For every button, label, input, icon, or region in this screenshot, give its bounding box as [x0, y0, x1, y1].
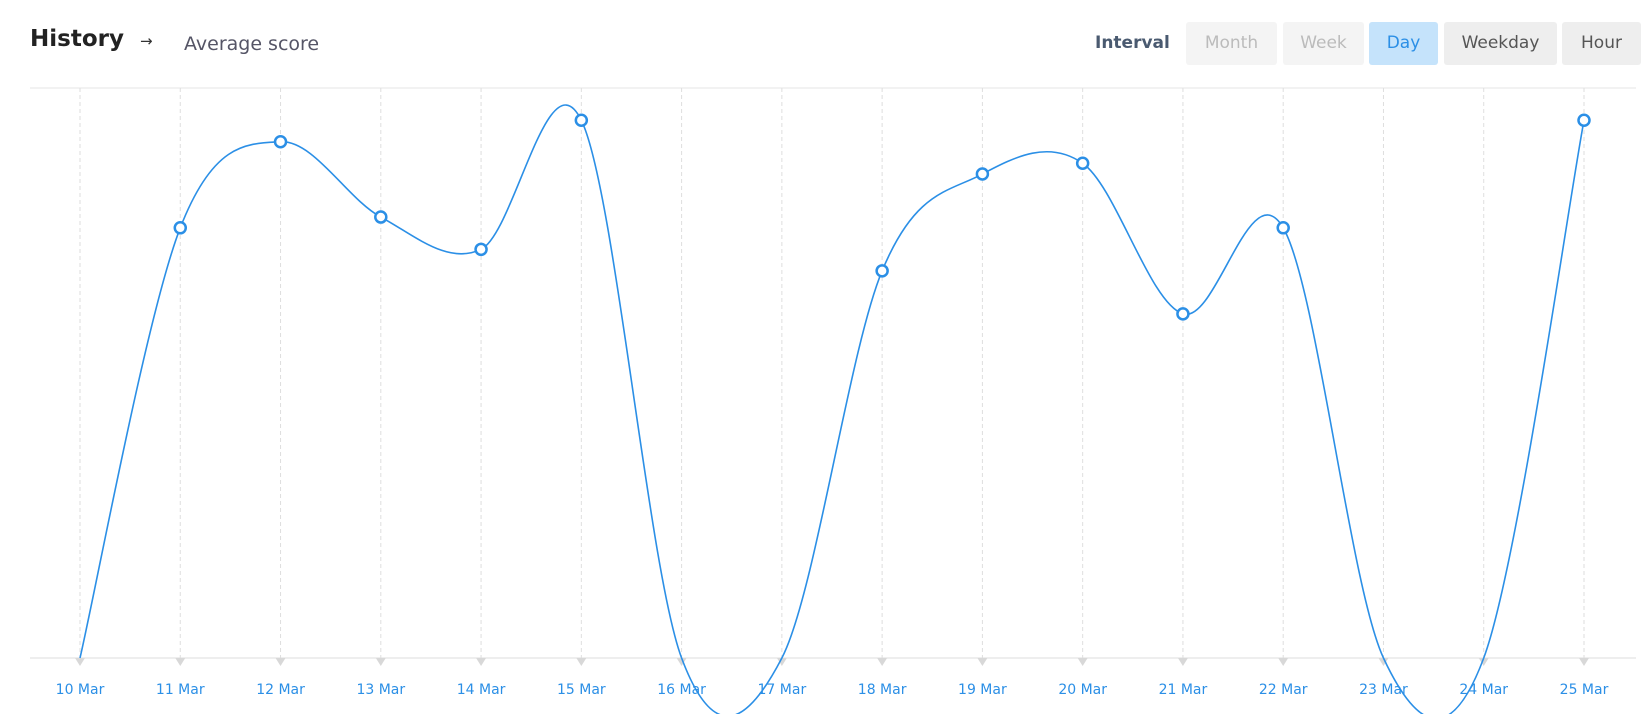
point	[173, 221, 188, 235]
subtitle: Average score	[184, 33, 320, 55]
tick-mark	[877, 658, 888, 666]
point	[1577, 113, 1591, 128]
interval-button[interactable]: Weekday	[1444, 22, 1557, 65]
x-tick-label: 11 Mar	[156, 682, 205, 698]
point	[1276, 221, 1290, 235]
x-tick-label: 25 Mar	[1560, 682, 1609, 698]
x-tick-label: 14 Mar	[457, 682, 506, 698]
tick-mark	[75, 658, 85, 666]
point	[1075, 156, 1090, 171]
x-tick-label: 18 Mar	[858, 682, 907, 698]
x-tick-label: 17 Mar	[758, 682, 807, 698]
point	[374, 210, 388, 224]
tick-mark	[275, 658, 286, 666]
x-tick-label: 12 Mar	[256, 682, 305, 698]
point	[1176, 307, 1190, 321]
tick-mark	[175, 658, 186, 666]
tick-mark	[476, 658, 487, 666]
x-tick-label: 15 Mar	[557, 682, 606, 698]
point	[875, 264, 889, 278]
tick-mark	[1378, 658, 1389, 666]
line	[79, 104, 1585, 714]
x-tick-label: 19 Mar	[958, 682, 1007, 698]
tick-mark	[977, 658, 988, 666]
interval-button: Month	[1186, 22, 1277, 65]
x-tick-label: 13 Mar	[356, 682, 405, 698]
tick-mark	[1478, 658, 1489, 666]
tick-mark	[1278, 658, 1289, 666]
tick-mark	[776, 658, 787, 666]
interval-button[interactable]: Day	[1369, 22, 1438, 65]
tick-mark	[676, 658, 687, 666]
point	[273, 135, 288, 149]
tick-mark	[375, 658, 386, 666]
x-tick-label: 10 Mar	[56, 682, 105, 698]
interval-button: Week	[1283, 22, 1364, 65]
tick-mark	[576, 658, 587, 666]
point	[474, 242, 488, 257]
title: History	[30, 26, 124, 52]
tick-mark	[1579, 658, 1589, 666]
arrow: →	[140, 32, 153, 50]
x-tick-label: 21 Mar	[1159, 682, 1208, 698]
point	[975, 167, 990, 181]
tick-mark	[1177, 658, 1188, 666]
x-tick-label: 20 Mar	[1058, 682, 1107, 698]
point	[574, 113, 589, 128]
interval-button[interactable]: Hour	[1562, 22, 1641, 65]
interval-label: Interval	[1095, 33, 1170, 53]
tick-mark	[1077, 658, 1088, 666]
x-tick-label: 23 Mar	[1359, 682, 1408, 698]
x-tick-label: 22 Mar	[1259, 682, 1308, 698]
